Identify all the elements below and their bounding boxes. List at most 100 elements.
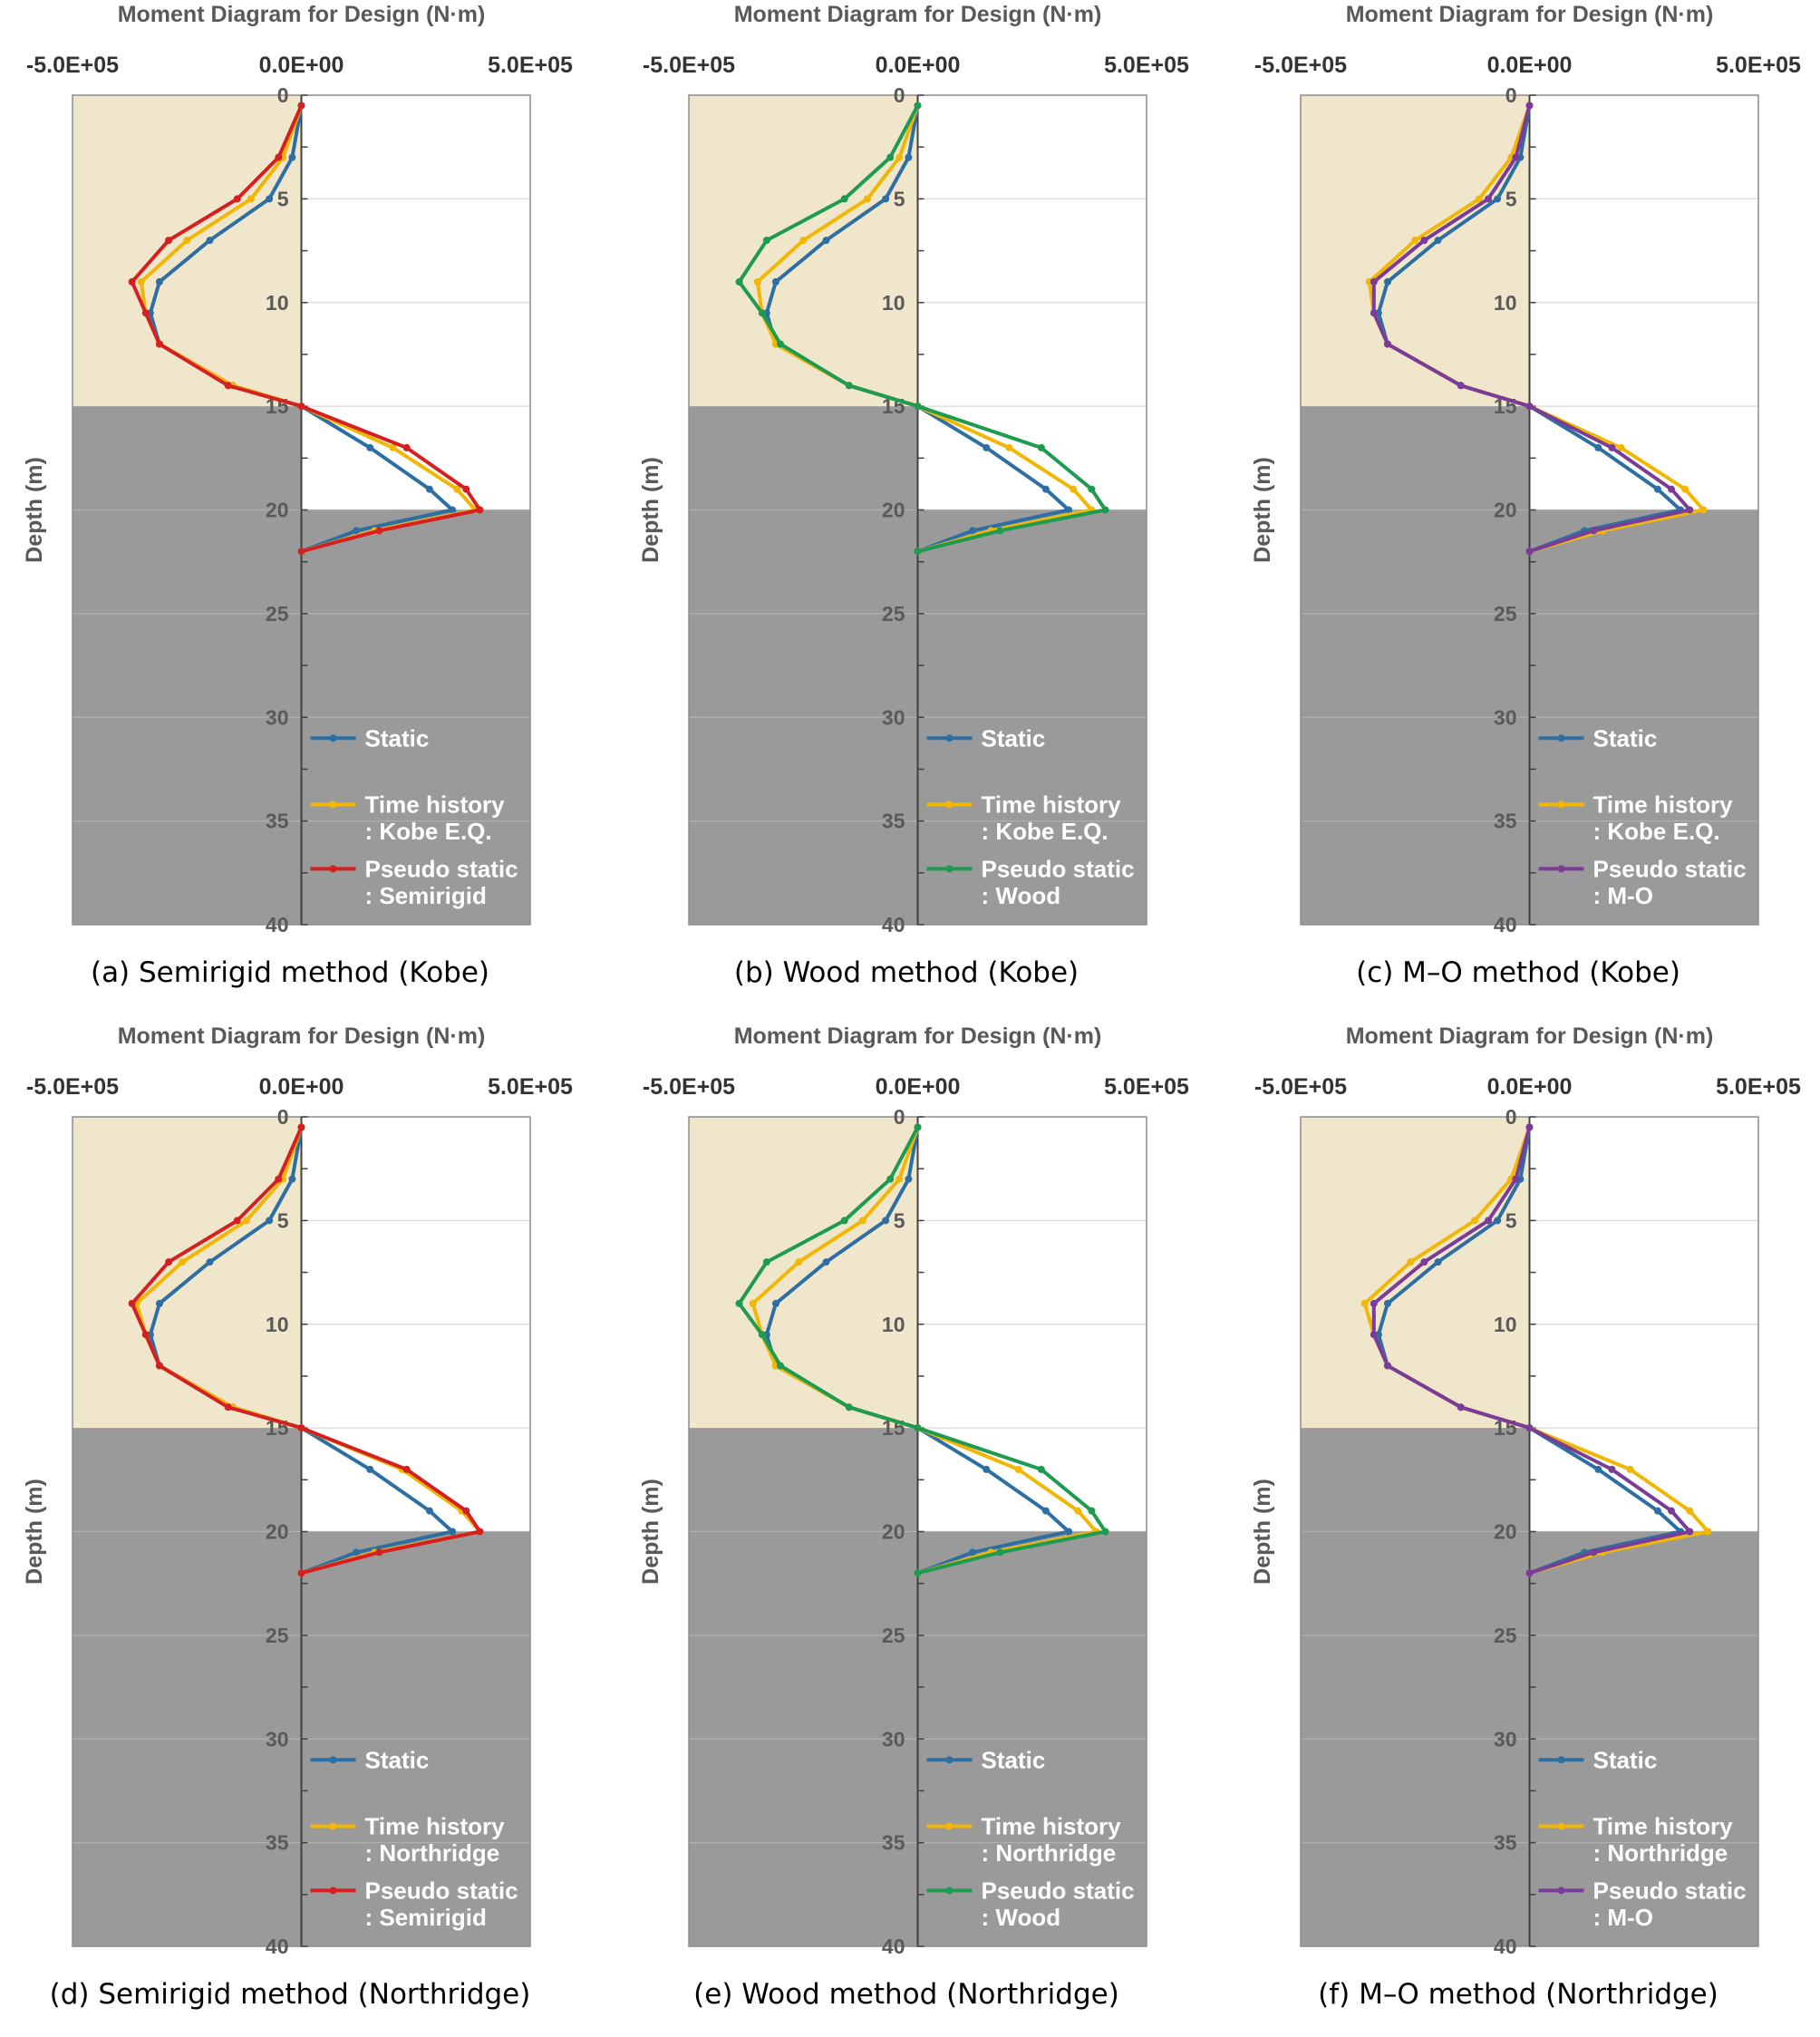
data-point <box>1383 1362 1391 1370</box>
data-point <box>1407 1258 1415 1266</box>
y-tick-label: 30 <box>882 705 905 729</box>
legend-label: Static <box>982 724 1046 752</box>
data-point <box>1370 309 1378 317</box>
data-point <box>425 485 433 493</box>
chart-panel: Moment Diagram for Design (N·m) -5.0E+05 0… <box>1228 1022 1808 2037</box>
data-point <box>795 1258 803 1266</box>
y-axis-label: Depth (m) <box>638 457 663 563</box>
chart-title: Moment Diagram for Design (N·m) <box>1346 1023 1714 1049</box>
series-line <box>1371 104 1692 554</box>
legend-marker <box>329 1756 337 1764</box>
legend-marker <box>1557 800 1565 809</box>
x-tick-label: 0.0E+00 <box>1487 53 1573 78</box>
data-point <box>1065 506 1073 514</box>
data-point <box>183 237 191 245</box>
data-point <box>1005 443 1013 451</box>
data-point <box>1525 102 1534 110</box>
data-point <box>288 153 296 161</box>
data-point <box>882 195 890 203</box>
data-point <box>375 527 383 535</box>
data-point <box>1590 527 1598 535</box>
legend-marker <box>945 865 954 873</box>
data-point <box>224 1403 232 1411</box>
data-point <box>753 277 761 286</box>
series-line <box>737 104 1108 554</box>
x-tick-label: 5.0E+05 <box>1104 53 1189 78</box>
data-point <box>762 237 770 245</box>
chart-title: Moment Diagram for Design (N·m) <box>734 1023 1102 1049</box>
data-point <box>275 1175 283 1183</box>
legend-label: : Wood <box>982 882 1061 909</box>
data-point <box>1411 237 1419 245</box>
y-tick-label: 30 <box>882 1727 905 1751</box>
data-point <box>155 277 163 286</box>
data-point <box>462 485 470 493</box>
legend-label: Pseudo static <box>982 1877 1135 1904</box>
data-point <box>476 506 484 514</box>
x-tick-label: -5.0E+05 <box>26 1074 119 1100</box>
y-tick-label: 30 <box>1494 705 1517 729</box>
legend-label: Pseudo static <box>1593 1877 1747 1904</box>
legend-label: Pseudo static <box>365 855 518 882</box>
data-point <box>1594 1465 1602 1473</box>
data-point <box>1420 1258 1428 1266</box>
series-line <box>130 104 482 554</box>
y-tick-label: 25 <box>266 602 289 626</box>
y-tick-label: 40 <box>266 1935 289 1958</box>
legend-marker <box>329 1887 337 1895</box>
data-point <box>863 195 871 203</box>
data-point <box>840 195 848 203</box>
y-tick-label: 20 <box>1494 499 1517 522</box>
data-point <box>297 102 305 110</box>
data-point <box>297 403 305 411</box>
upper-soil-layer <box>73 95 302 407</box>
x-tick-label: 5.0E+05 <box>488 53 573 78</box>
upper-soil-layer <box>1301 1117 1530 1429</box>
y-axis-label: Depth (m) <box>22 1479 47 1585</box>
y-tick-label: 30 <box>266 1727 289 1751</box>
legend-label: Static <box>365 1746 430 1773</box>
legend-label: : M-O <box>1593 882 1653 909</box>
moment-depth-chart: Moment Diagram for Design (N·m) -5.0E+05 0… <box>1250 1023 1801 1958</box>
series-line <box>130 1126 482 1576</box>
legend-label: Pseudo static <box>982 855 1135 882</box>
data-point <box>758 309 766 317</box>
y-tick-label: 40 <box>1494 1935 1517 1958</box>
chart-panel: Moment Diagram for Design (N·m) -5.0E+05 0… <box>616 1022 1196 2037</box>
middle-soil-layer <box>73 406 302 510</box>
y-tick-label: 35 <box>882 1831 905 1855</box>
legend-label: Time history <box>982 1812 1122 1839</box>
x-tick-label: 0.0E+00 <box>876 1074 961 1100</box>
y-tick-label: 40 <box>266 913 289 936</box>
legend-marker <box>329 800 337 809</box>
y-tick-label: 40 <box>1494 913 1517 936</box>
data-point <box>1699 506 1708 514</box>
data-point <box>1594 443 1602 451</box>
data-point <box>840 1217 848 1225</box>
moment-depth-chart: Moment Diagram for Design (N·m) -5.0E+05 0… <box>22 2 573 936</box>
y-tick-label: 5 <box>894 187 905 210</box>
data-point <box>1088 1507 1096 1515</box>
data-point <box>1434 237 1442 245</box>
data-point <box>969 1548 977 1557</box>
chart-panel: Moment Diagram for Design (N·m) -5.0E+05 0… <box>0 0 580 1015</box>
middle-soil-layer <box>689 406 918 510</box>
data-point <box>1525 1123 1534 1131</box>
data-point <box>845 1403 853 1411</box>
data-point <box>822 1258 830 1266</box>
legend-marker <box>1557 1756 1565 1764</box>
moment-depth-chart: Moment Diagram for Design (N·m) -5.0E+05 0… <box>638 1023 1189 1958</box>
data-point <box>1360 1299 1369 1307</box>
data-point <box>1512 153 1520 161</box>
figure-caption: (d) Semirigid method (Northridge) <box>49 1978 531 2011</box>
data-point <box>858 1217 866 1225</box>
chart-panel: Moment Diagram for Design (N·m) -5.0E+05 0… <box>0 1022 580 2037</box>
x-tick-label: -5.0E+05 <box>643 53 735 78</box>
data-point <box>1681 485 1689 493</box>
legend-marker <box>945 1756 954 1764</box>
x-tick-label: 0.0E+00 <box>259 1074 344 1100</box>
y-tick-label: 10 <box>266 1313 289 1336</box>
y-tick-label: 35 <box>266 810 289 833</box>
data-point <box>905 1175 913 1183</box>
data-point <box>895 153 904 161</box>
